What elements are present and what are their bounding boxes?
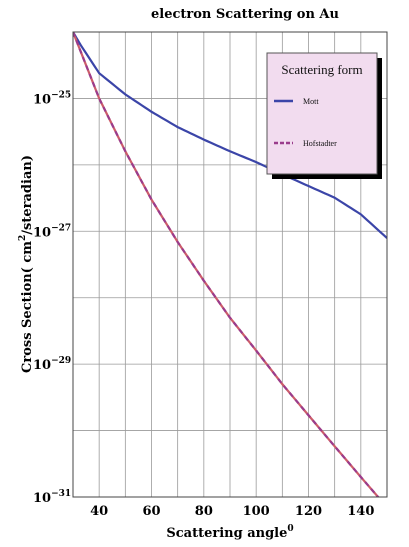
y-axis-label-superscript: 2	[18, 235, 28, 241]
y-tick-label: 10−29	[33, 356, 71, 373]
y-axis-label: Cross Section( cm2/steradian)	[18, 155, 35, 373]
legend: Scattering form Mott Hofstadter	[266, 52, 382, 179]
y-tick-labels: 10−25 10−27 10−29 10−31	[33, 90, 71, 506]
y-tick-label: 10−25	[33, 90, 71, 107]
series-line-hofstadter	[73, 32, 380, 497]
series-line-mott	[73, 32, 387, 239]
x-tick-label: 40	[90, 504, 108, 519]
y-tick-label: 10−31	[33, 489, 71, 506]
y-tick-label: 10−27	[33, 223, 71, 240]
chart-title: electron Scattering on Au	[151, 7, 339, 22]
x-axis-label: Scattering angle0	[166, 524, 293, 541]
legend-entry-hofstadter: Hofstadter	[303, 139, 337, 148]
x-tick-label: 120	[295, 504, 322, 519]
x-axis-label-superscript: 0	[287, 524, 293, 534]
legend-entry-mott: Mott	[303, 97, 319, 106]
x-tick-label: 140	[347, 504, 374, 519]
x-tick-label: 60	[142, 504, 160, 519]
x-tick-label: 100	[243, 504, 270, 519]
legend-title: Scattering form	[281, 62, 362, 77]
x-tick-label: 80	[195, 504, 213, 519]
legend-box	[266, 52, 378, 175]
series-layer	[73, 32, 387, 497]
x-tick-labels: 40 60 80 100 120 140	[90, 504, 374, 519]
plot-frame	[72, 31, 388, 498]
